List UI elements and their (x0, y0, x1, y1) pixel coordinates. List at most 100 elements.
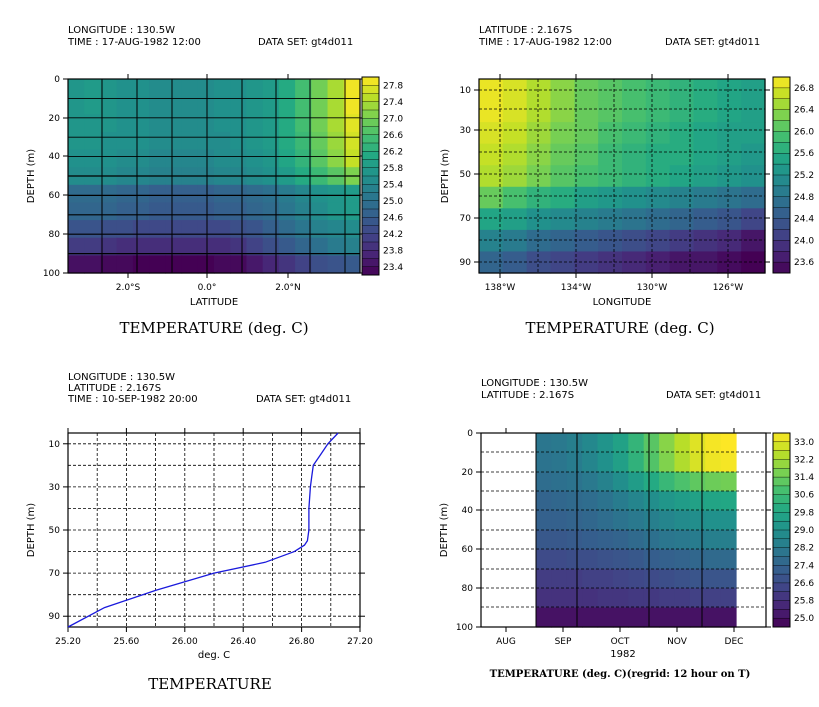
panel2-colorbar-band (772, 153, 791, 165)
panel4-cell (566, 588, 583, 609)
panel2-cell (669, 251, 695, 274)
panel1-cell (181, 96, 199, 115)
panel1-cell (278, 184, 296, 204)
panel2-colorbar-band (772, 185, 791, 198)
panel1-y-tick-label: 100 (43, 269, 60, 279)
panel1-colorbar-label: 25.4 (383, 180, 403, 190)
panel1-header-line1: LONGITUDE : 130.5W (68, 25, 175, 36)
panel1-cell (132, 255, 150, 274)
panel1-x-ticks: 2.0°S 0.0° 2.0°N (116, 74, 301, 293)
panel2-cell (502, 229, 528, 253)
panel1-colorbar-band (361, 109, 380, 119)
panel4-colorbar-band (772, 556, 791, 566)
panel1-cell (149, 131, 166, 151)
panel4-cell (689, 549, 706, 570)
panel4-cell (689, 491, 706, 512)
panel1-cell (132, 220, 150, 239)
panel1-cell (327, 131, 345, 151)
panel1-y-tick-label: 60 (49, 191, 61, 201)
panel1-colorbar-band (361, 142, 380, 152)
panel4-cell (674, 530, 691, 550)
panel4-cell (705, 471, 722, 492)
panel3-x-tick-label: 25.60 (114, 637, 140, 647)
panel1-cell (68, 255, 85, 274)
panel2-cell (502, 251, 528, 274)
panel1-cell (149, 220, 166, 239)
panel1-cell (214, 96, 231, 115)
panel4-cell (659, 471, 676, 492)
panel2-x-tick-label: 138°W (485, 283, 516, 293)
panel1-cell (246, 96, 264, 115)
panel4-colorbar-band (772, 468, 791, 478)
panel1-cell (116, 202, 134, 221)
panel1-colorbar-label: 27.0 (383, 114, 403, 124)
panel4-y-tick-label: 80 (462, 584, 474, 594)
panel3-title: TEMPERATURE (148, 675, 272, 693)
panel4-cell (720, 452, 737, 473)
panel1-cell (197, 149, 215, 168)
panel-temperature-profile: LONGITUDE : 130.5W LATITUDE : 2.167S TIM… (26, 372, 373, 693)
panel2-cell (622, 251, 647, 274)
panel4-cell (705, 452, 722, 473)
panel1-cell (149, 114, 166, 133)
panel4-cell (689, 568, 706, 589)
panel2-x-tick-label: 134°W (561, 283, 592, 293)
panel2-cell (550, 229, 575, 253)
panel1-cell (68, 237, 85, 256)
panel4-colorbar-label: 26.6 (794, 579, 814, 589)
panel1-cell (149, 79, 166, 98)
panel1-cell (262, 220, 280, 239)
panel1-cell (181, 202, 199, 221)
panel1-cell (165, 114, 183, 133)
panel1-cell (100, 220, 118, 239)
panel2-y-tick-label: 70 (460, 214, 472, 224)
panel1-cell (327, 96, 345, 115)
panel2-x-axis-label: LONGITUDE (593, 297, 652, 308)
panel3-y-tick-label: 50 (49, 526, 61, 536)
panel4-cell (643, 530, 660, 550)
panel4-y-tick-label: 60 (462, 545, 474, 555)
panel2-cell (741, 208, 766, 231)
panel4-cell (551, 433, 568, 453)
panel1-cell (149, 237, 166, 256)
panel4-cell (582, 549, 599, 570)
panel1-cell (116, 79, 134, 98)
panel2-cell (741, 79, 766, 102)
panel4-cell (705, 568, 722, 589)
panel4-cell (720, 588, 737, 609)
panel4-colorbar: 33.0 32.2 31.4 30.6 29.8 29.0 28.2 27.4 26.6 25.8… (772, 432, 814, 628)
panel4-colorbar-band (772, 450, 791, 460)
panel1-cell (262, 255, 280, 274)
panel4-cell (551, 530, 568, 550)
panel1-cell (230, 220, 248, 239)
panel2-cell (479, 100, 504, 123)
panel4-cell (612, 530, 629, 550)
panel1-cell (343, 149, 361, 168)
panel4-cell (551, 510, 568, 531)
panel1-cell (100, 114, 118, 133)
panel2-cell (645, 208, 671, 231)
panel2-cell (574, 186, 599, 209)
panel1-x-axis-label: LATITUDE (190, 297, 238, 308)
panel1-cell (230, 184, 248, 204)
panel4-cell (628, 452, 645, 473)
panel1-cell (327, 149, 345, 168)
panel3-x-axis-label: deg. C (198, 650, 230, 661)
panel4-cell (705, 530, 722, 550)
panel2-colorbar-band (772, 251, 791, 263)
panel1-cell (181, 114, 199, 133)
panel1-cell (165, 220, 183, 239)
panel2-colorbar-band (772, 229, 791, 241)
panel2-cell (645, 100, 671, 123)
panel4-cell (720, 510, 737, 531)
panel2-colorbar-band (772, 240, 791, 252)
panel1-cell (343, 114, 361, 133)
panel1-cell (343, 131, 361, 151)
panel4-cell (566, 433, 583, 453)
panel1-colorbar-band (361, 76, 380, 86)
panel1-y-tick-label: 40 (49, 152, 61, 162)
panel2-y-tick-label: 30 (460, 126, 472, 136)
panel2-cell (693, 208, 718, 231)
panel1-cell (197, 202, 215, 221)
panel4-cell (536, 530, 552, 550)
